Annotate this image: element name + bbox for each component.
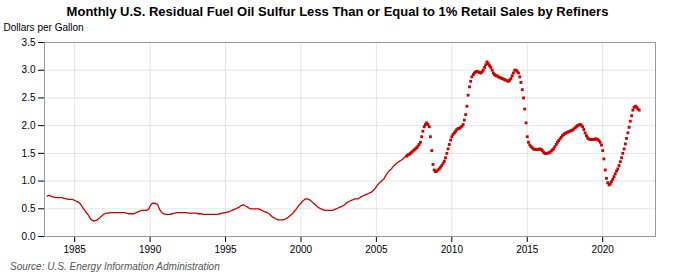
svg-text:2005: 2005: [365, 244, 388, 255]
svg-text:0.0: 0.0: [22, 231, 36, 242]
svg-text:2000: 2000: [290, 244, 313, 255]
svg-text:1.5: 1.5: [22, 148, 36, 159]
svg-text:3.5: 3.5: [22, 37, 36, 48]
svg-text:1990: 1990: [139, 244, 162, 255]
svg-text:2.5: 2.5: [22, 92, 36, 103]
svg-text:2.0: 2.0: [22, 120, 36, 131]
svg-text:3.0: 3.0: [22, 64, 36, 75]
svg-text:1995: 1995: [214, 244, 237, 255]
svg-text:2010: 2010: [441, 244, 464, 255]
svg-text:2020: 2020: [592, 244, 615, 255]
svg-text:1985: 1985: [64, 244, 87, 255]
svg-text:2015: 2015: [516, 244, 539, 255]
html-text:Source: U.S. Energy Informatio: Source: U.S. Energy Information Administ…: [10, 261, 220, 272]
svg-text:0.5: 0.5: [22, 203, 36, 214]
svg-text:1.0: 1.0: [22, 175, 36, 186]
html-text:Monthly U.S. Residual Fuel Oil: Monthly U.S. Residual Fuel Oil Sulfur Le…: [66, 4, 609, 19]
svg-text:Dollars per Gallon: Dollars per Gallon: [4, 22, 84, 33]
